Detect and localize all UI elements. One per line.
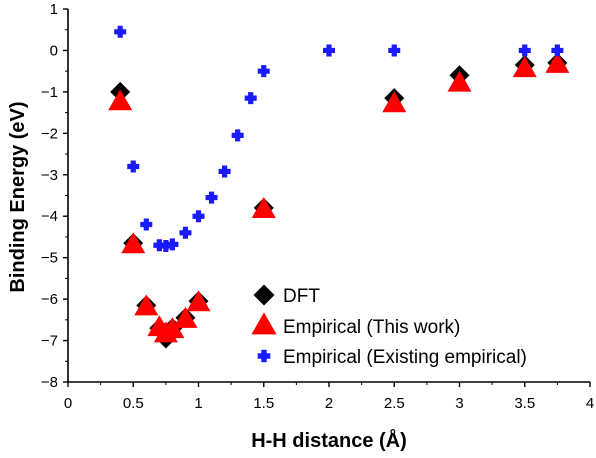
empirical-this-work-point	[108, 89, 133, 111]
x-tick-label: 1	[194, 395, 202, 412]
empirical-existing-point	[231, 129, 244, 142]
empirical-this-work-point	[121, 232, 146, 254]
empirical-this-work-point	[134, 294, 159, 316]
legend-empirical-this-work-marker	[251, 312, 277, 335]
y-tick-label: −4	[41, 208, 58, 225]
plot-area	[108, 25, 570, 349]
empirical-existing-point	[218, 165, 231, 178]
x-tick-label: 0.5	[123, 395, 144, 412]
y-tick-label: −8	[41, 374, 58, 391]
legend: DFT Empirical (This work) Empirical (Exist…	[251, 284, 527, 368]
y-tick-label: 0	[50, 42, 58, 59]
x-tick-label: 3	[455, 395, 463, 412]
empirical-existing-point	[153, 239, 166, 252]
empirical-this-work-point	[251, 196, 276, 218]
legend-label: Empirical (Existing empirical)	[283, 347, 527, 368]
y-tick-label: −1	[41, 84, 58, 101]
y-tick-label: −3	[41, 167, 58, 184]
y-tick-label: −5	[41, 250, 58, 267]
axes: 1 0 −1 −2 −3 −4 −5 −6 −7 −8 0 0.5 1 1.5 2 2.5 3 3.5 4	[41, 1, 594, 412]
empirical-existing-point	[159, 240, 172, 253]
empirical-this-work-point	[447, 70, 472, 92]
x-axis-title: H-H distance (Å)	[251, 428, 407, 452]
y-tick-label: 1	[50, 1, 58, 18]
y-tick-label: −2	[41, 125, 58, 142]
empirical-this-work-point	[160, 317, 185, 339]
legend-dft-marker	[253, 284, 275, 306]
x-tick-label: 1.5	[253, 395, 274, 412]
empirical-this-work-point	[173, 306, 198, 328]
empirical-existing-point	[244, 92, 257, 105]
empirical-existing-point	[166, 238, 179, 251]
legend-empirical-existing-marker	[257, 349, 271, 363]
empirical-existing-point	[179, 226, 192, 239]
empirical-existing-point	[192, 210, 205, 223]
empirical-this-work-point	[512, 56, 537, 78]
x-tick-label: 2	[325, 395, 333, 412]
empirical-existing-point	[257, 65, 270, 78]
empirical-existing-point	[140, 218, 153, 231]
legend-label: Empirical (This work)	[283, 317, 460, 338]
x-tick-label: 4	[586, 395, 594, 412]
x-tick-label: 3.5	[514, 395, 535, 412]
y-axis-title: Binding Energy (eV)	[7, 101, 29, 292]
empirical-existing-point	[114, 25, 127, 38]
legend-label: DFT	[283, 286, 320, 307]
y-tick-label: −6	[41, 291, 58, 308]
empirical-existing-point	[127, 160, 140, 173]
empirical-existing-point	[518, 44, 531, 57]
empirical-this-work-point	[545, 51, 570, 73]
empirical-existing-point	[323, 44, 335, 57]
x-tick-label: 0	[64, 395, 72, 412]
empirical-existing-point	[551, 44, 564, 57]
empirical-this-work-point	[382, 91, 407, 113]
y-tick-label: −7	[41, 333, 58, 350]
x-tick-label: 2.5	[384, 395, 405, 412]
empirical-existing-point	[205, 191, 218, 204]
empirical-this-work-point	[186, 290, 211, 312]
empirical-existing-point	[388, 44, 401, 57]
